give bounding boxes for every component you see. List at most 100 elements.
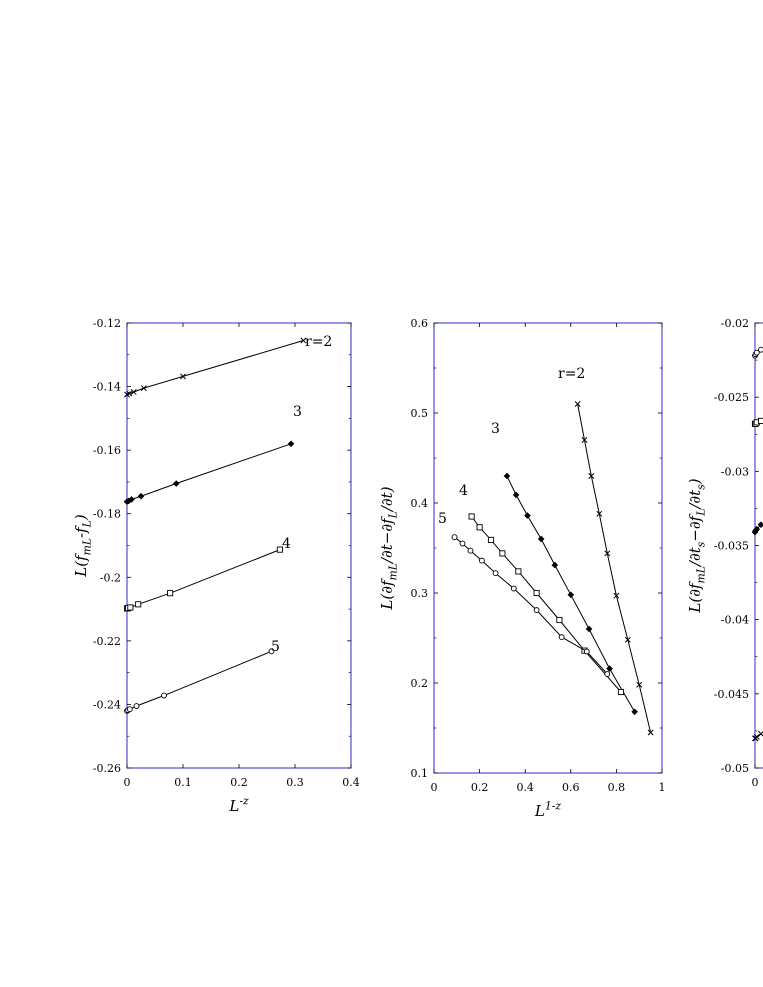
data-point <box>604 550 611 557</box>
y-tick-label: -0.22 <box>93 635 121 648</box>
data-point <box>558 634 565 641</box>
data-point <box>467 547 474 554</box>
data-point <box>512 491 520 499</box>
series-line <box>126 549 281 609</box>
series-line <box>577 403 652 733</box>
x-axis-label: L-z​ <box>228 794 249 815</box>
y-tick-label: -0.025 <box>714 391 749 404</box>
chart-3: 0 -0.02 -0.025 -0.03 -0.035 -0.04 -0.045 -0.05 L… <box>686 317 763 789</box>
data-point <box>604 671 611 677</box>
x-tick-label: 0.4 <box>342 776 360 789</box>
series-label: 5 <box>438 511 447 527</box>
data-point <box>758 730 763 737</box>
y-tick-label: -0.03 <box>721 465 749 478</box>
series-1-4: 5 <box>124 639 280 714</box>
y-tick-label: -0.05 <box>721 762 749 775</box>
chart-2: 00.20.40.60.810.10.20.30.40.50.6L1-z​L(∂… <box>378 317 666 820</box>
data-point <box>533 589 540 597</box>
series-line <box>126 340 304 395</box>
y-tick-label: 0.1 <box>411 767 429 780</box>
data-point <box>613 592 620 599</box>
data-point <box>140 385 147 392</box>
data-point <box>135 601 142 608</box>
data-point <box>567 591 575 599</box>
series-label: 5 <box>271 639 280 655</box>
series-2-2: 3 <box>491 421 638 716</box>
data-point <box>130 389 137 395</box>
y-tick-label: 0.4 <box>411 497 429 510</box>
data-point <box>478 557 485 564</box>
series-label: 4 <box>459 483 468 499</box>
data-point <box>757 417 763 424</box>
data-point <box>636 681 643 688</box>
x-axis-label: L1-z​ <box>534 799 561 820</box>
data-point <box>524 512 531 519</box>
data-point <box>556 616 563 624</box>
data-point <box>161 692 167 699</box>
series-label: 3 <box>491 421 500 437</box>
series-label: r=2 <box>305 334 332 350</box>
data-point <box>180 373 186 380</box>
data-point <box>300 337 307 344</box>
data-point <box>617 688 625 696</box>
data-point <box>127 604 134 611</box>
plot-frame <box>126 322 352 769</box>
data-point <box>468 513 475 520</box>
data-point <box>583 648 590 655</box>
data-point <box>624 636 631 643</box>
data-point <box>585 625 593 633</box>
data-point <box>596 510 603 517</box>
data-point <box>133 703 140 709</box>
y-axis-label: L(∂fmL/∂t−∂fL/∂t) <box>378 486 400 610</box>
data-point <box>753 733 760 740</box>
data-point <box>631 708 638 716</box>
x-tick-label: 0.6 <box>562 781 580 794</box>
data-point <box>128 496 135 503</box>
data-point <box>515 568 522 575</box>
series-label: 4 <box>282 536 291 552</box>
data-point <box>588 473 595 479</box>
data-point <box>276 546 283 553</box>
y-tick-label: 0.2 <box>411 677 429 690</box>
series-line <box>454 536 608 675</box>
series-3-4 <box>752 730 763 742</box>
y-tick-label: -0.02 <box>721 317 749 330</box>
data-point <box>126 706 133 713</box>
y-tick-label: -0.18 <box>93 508 121 521</box>
chart-1: 0 0.1 0.2 0.3 0.4 -0.12 -0.14 -0.16 -0.18 -0.2 -0.… <box>72 317 360 815</box>
x-tick-label: 0 <box>752 776 759 789</box>
y-tick-label: -0.16 <box>93 444 121 457</box>
y-tick-label: -0.12 <box>93 317 121 330</box>
data-point <box>551 561 559 569</box>
y-tick-label: -0.035 <box>714 540 749 553</box>
data-point <box>581 437 588 443</box>
data-point <box>487 536 495 543</box>
data-point <box>647 729 654 736</box>
series-1-2: 3 <box>123 404 302 505</box>
data-point <box>503 472 511 480</box>
series-line <box>126 650 272 712</box>
x-tick-label: 0 <box>124 776 131 789</box>
series-1-3: 4 <box>123 536 291 612</box>
series-1-1: r=2 <box>124 334 332 398</box>
series-2-4: 5 <box>438 511 611 677</box>
data-point <box>459 540 466 547</box>
data-point <box>533 607 540 614</box>
data-point <box>758 346 763 353</box>
data-point <box>451 534 458 541</box>
x-tick-label: 0.4 <box>516 781 534 794</box>
y-tick-label: 0.6 <box>411 317 429 330</box>
series-3-2 <box>751 417 763 427</box>
x-tick-label: 0.8 <box>608 781 626 794</box>
y-axis-label: L(fmL-fL) <box>72 514 94 578</box>
data-point <box>753 349 760 356</box>
y-tick-label: 0.5 <box>411 407 429 420</box>
data-point <box>499 550 506 557</box>
data-point <box>753 525 761 533</box>
data-point <box>510 585 517 592</box>
data-point <box>606 665 613 672</box>
data-point <box>126 390 133 397</box>
y-tick-label: -0.14 <box>93 381 121 394</box>
